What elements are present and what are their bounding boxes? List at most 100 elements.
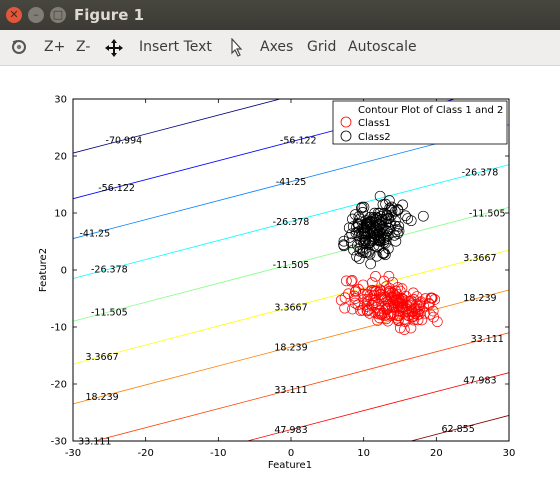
point-class1 — [382, 315, 394, 327]
y-axis-label: Feature2 — [38, 248, 49, 292]
point-class2 — [344, 232, 355, 243]
point-class1 — [389, 289, 401, 301]
point-class1 — [362, 305, 373, 317]
point-class2 — [367, 235, 378, 247]
pan-button[interactable] — [104, 38, 124, 62]
point-class1 — [339, 302, 351, 314]
point-class2 — [374, 219, 386, 230]
contour-plot: -70.994-56.122-56.122-41.25-41.25-41.25-… — [38, 95, 515, 472]
point-class2 — [365, 218, 376, 230]
zoom-in-button[interactable]: Z+ — [44, 39, 66, 55]
point-class2 — [349, 209, 361, 220]
contour-label: -26.378 — [462, 168, 499, 179]
contour-label: 33.111 — [274, 385, 307, 396]
point-class1 — [381, 304, 393, 316]
point-class2 — [343, 222, 355, 234]
point-class2 — [353, 211, 365, 222]
minimize-icon: – — [33, 8, 39, 21]
point-class2 — [338, 239, 349, 251]
point-class1 — [357, 279, 369, 291]
contour-line — [73, 249, 509, 365]
point-class2 — [357, 247, 369, 258]
point-class2 — [364, 248, 376, 260]
contour-line — [73, 206, 509, 322]
point-class1 — [368, 290, 380, 301]
point-class2 — [393, 225, 405, 237]
contour-label: -11.505 — [469, 209, 506, 220]
contour-label: -70.994 — [106, 135, 143, 146]
maximize-window-button[interactable]: □ — [50, 7, 66, 23]
figure-toolbar: Z+ Z- Insert Text Axes Grid Autoscale — [0, 30, 560, 66]
point-class2 — [386, 201, 398, 213]
grid-button[interactable]: Grid — [307, 39, 337, 55]
point-class1 — [378, 275, 390, 287]
insert-text-button[interactable]: Insert Text — [139, 39, 212, 55]
point-class2 — [338, 235, 350, 247]
contour-label: 18.239 — [274, 342, 307, 353]
point-class1 — [345, 275, 357, 287]
point-class1 — [368, 285, 380, 296]
point-class1 — [357, 288, 369, 300]
plot-area — [73, 99, 509, 441]
point-class1 — [379, 310, 391, 321]
x-tick-label: -10 — [210, 448, 226, 459]
point-class1 — [399, 313, 411, 325]
contour-label: 3.3667 — [463, 253, 496, 264]
legend-box — [332, 100, 508, 145]
point-class2 — [378, 232, 390, 244]
point-class2 — [380, 231, 392, 243]
point-class2 — [369, 207, 380, 219]
x-tick-label: 20 — [430, 448, 443, 459]
point-class2 — [378, 247, 390, 259]
legend-title: Contour Plot of Class 1 and 2 — [358, 105, 503, 116]
legend-entry-class2: Class2 — [358, 132, 391, 143]
point-class2 — [352, 217, 364, 229]
minimize-window-button[interactable]: – — [28, 7, 44, 23]
window-titlebar: ✕ – □ Figure 1 — [0, 0, 560, 30]
point-class1 — [410, 308, 421, 320]
close-icon: ✕ — [9, 8, 19, 21]
point-class2 — [393, 220, 405, 232]
point-class1 — [394, 285, 406, 297]
point-class2 — [374, 190, 386, 202]
rotate-button[interactable] — [10, 38, 28, 60]
y-tick-label: -30 — [51, 437, 67, 448]
point-class1 — [347, 303, 358, 315]
contour-label: -56.122 — [98, 183, 135, 194]
point-class2 — [348, 244, 359, 256]
select-button[interactable] — [230, 37, 244, 62]
contour-label: -41.25 — [79, 228, 110, 239]
x-tick-label: 10 — [357, 448, 370, 459]
window-title: Figure 1 — [74, 6, 145, 24]
point-class1 — [428, 311, 439, 323]
point-class1 — [383, 285, 395, 297]
pan-arrows-icon — [105, 39, 123, 57]
point-class2 — [392, 204, 404, 215]
point-class1 — [387, 297, 399, 308]
point-class2 — [390, 215, 401, 227]
contour-label: 18.239 — [463, 293, 496, 304]
point-class1 — [335, 294, 347, 306]
point-class1 — [408, 287, 419, 299]
point-class2 — [351, 221, 362, 233]
maximize-icon: □ — [52, 8, 64, 21]
legend-marker-class2 — [340, 130, 352, 142]
point-class1 — [385, 308, 396, 320]
point-class1 — [363, 304, 375, 316]
contour-label: -11.505 — [273, 260, 310, 271]
zoom-out-button[interactable]: Z- — [76, 39, 91, 55]
autoscale-button[interactable]: Autoscale — [348, 39, 417, 55]
contour-label: -26.378 — [273, 217, 310, 228]
point-class2 — [372, 207, 384, 219]
point-class2 — [358, 201, 370, 213]
point-class2 — [380, 218, 392, 230]
contour-label: -26.378 — [91, 265, 128, 276]
axes-button[interactable]: Axes — [260, 39, 294, 55]
point-class2 — [381, 226, 393, 237]
point-class1 — [350, 285, 362, 297]
point-class1 — [393, 301, 404, 312]
point-class1 — [412, 314, 424, 326]
contour-line — [245, 372, 509, 441]
close-window-button[interactable]: ✕ — [6, 7, 22, 23]
contour-label: 47.983 — [463, 376, 496, 387]
